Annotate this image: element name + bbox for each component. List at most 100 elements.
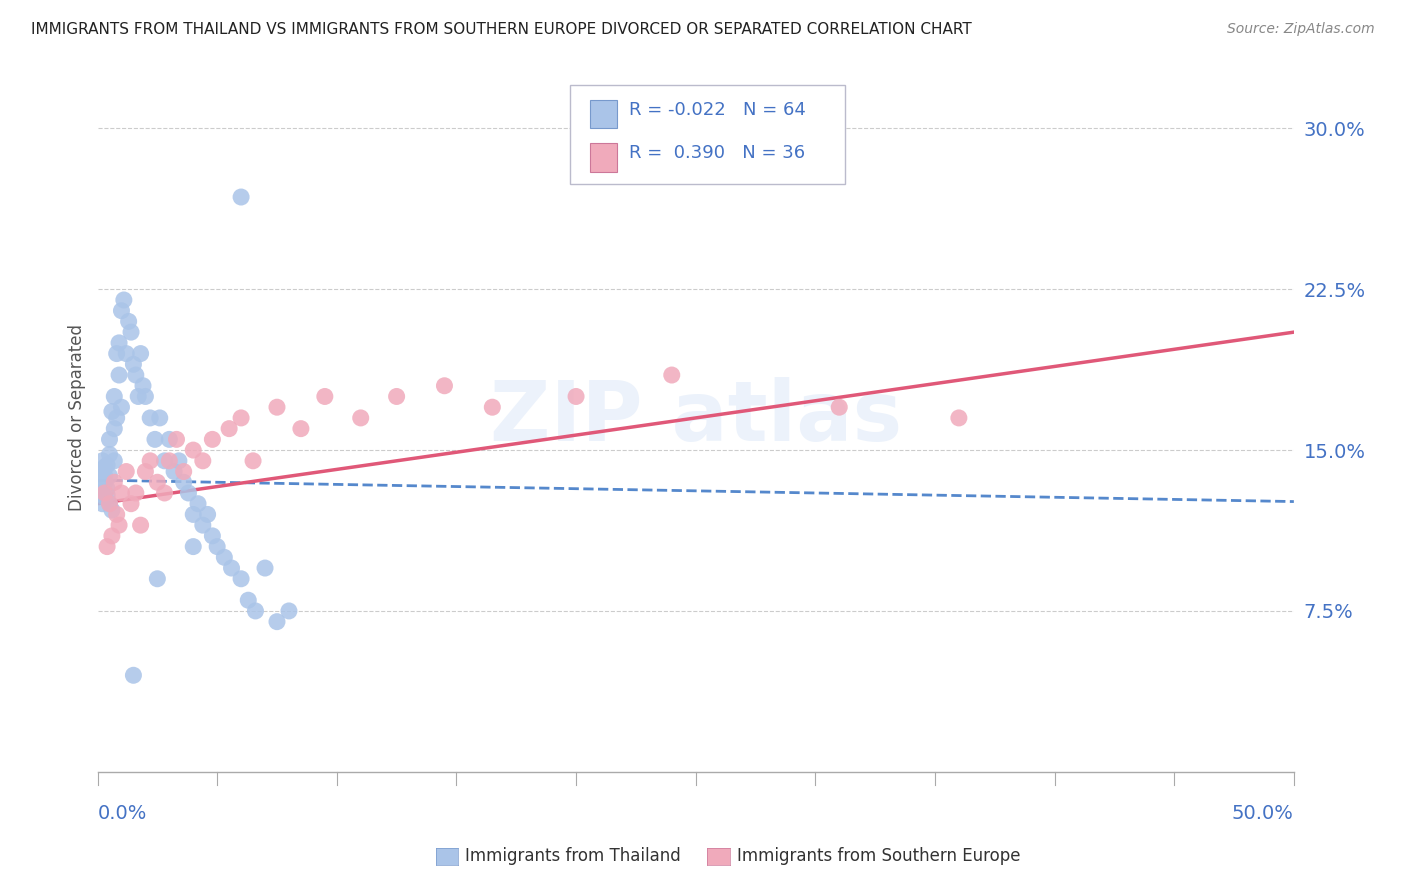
Point — [120, 497, 142, 511]
Point — [201, 529, 224, 543]
Point — [108, 518, 131, 533]
Point — [146, 475, 169, 490]
Point — [101, 503, 124, 517]
Point — [108, 335, 131, 350]
Point — [98, 497, 121, 511]
Point — [122, 357, 145, 371]
Point — [218, 422, 240, 436]
Point — [163, 465, 186, 479]
Point — [89, 475, 111, 490]
Point — [245, 604, 267, 618]
Point — [143, 433, 166, 447]
Point — [89, 486, 111, 500]
Text: Source: ZipAtlas.com: Source: ZipAtlas.com — [1227, 22, 1375, 37]
Point — [181, 508, 204, 522]
Y-axis label: Divorced or Separated: Divorced or Separated — [69, 325, 86, 511]
Point — [115, 346, 138, 360]
Point — [290, 422, 312, 436]
Point — [266, 615, 288, 629]
Point — [565, 389, 588, 403]
Point — [153, 486, 176, 500]
Point — [91, 454, 114, 468]
Point — [191, 454, 214, 468]
Point — [214, 550, 236, 565]
Point — [105, 346, 128, 360]
Point — [167, 454, 190, 468]
Point — [266, 401, 288, 415]
Point — [101, 404, 124, 418]
Point — [101, 529, 124, 543]
Point — [105, 508, 128, 522]
FancyBboxPatch shape — [591, 100, 617, 128]
FancyBboxPatch shape — [569, 86, 845, 185]
Point — [98, 433, 121, 447]
Point — [481, 401, 503, 415]
Point — [157, 454, 180, 468]
Point — [96, 488, 118, 502]
Point — [197, 508, 219, 522]
Point — [181, 540, 204, 554]
Point — [166, 433, 188, 447]
Point — [129, 346, 152, 360]
Point — [93, 490, 115, 504]
Point — [201, 433, 224, 447]
Point — [125, 368, 148, 382]
Point — [242, 454, 264, 468]
Point — [91, 497, 114, 511]
Point — [153, 454, 176, 468]
Text: IMMIGRANTS FROM THAILAND VS IMMIGRANTS FROM SOUTHERN EUROPE DIVORCED OR SEPARATE: IMMIGRANTS FROM THAILAND VS IMMIGRANTS F… — [31, 22, 972, 37]
Point — [132, 378, 155, 392]
Point — [93, 486, 115, 500]
Point — [146, 572, 169, 586]
Point — [110, 401, 132, 415]
Point — [115, 465, 138, 479]
Point — [948, 411, 970, 425]
Point — [120, 325, 142, 339]
Point — [98, 447, 121, 461]
Point — [93, 460, 115, 475]
Point — [229, 190, 252, 204]
Point — [229, 572, 252, 586]
Point — [205, 540, 228, 554]
Point — [229, 411, 252, 425]
Point — [103, 422, 125, 436]
Point — [661, 368, 683, 382]
Point — [105, 411, 128, 425]
Point — [238, 593, 260, 607]
Point — [278, 604, 301, 618]
Point — [110, 486, 132, 500]
Point — [98, 497, 121, 511]
Point — [157, 433, 180, 447]
Point — [129, 518, 152, 533]
Point — [93, 468, 115, 483]
Point — [112, 293, 135, 307]
Point — [96, 540, 118, 554]
Text: Immigrants from Southern Europe: Immigrants from Southern Europe — [737, 847, 1021, 865]
Text: ZIP atlas: ZIP atlas — [489, 377, 901, 458]
Point — [149, 411, 172, 425]
Point — [103, 454, 125, 468]
Point — [181, 443, 204, 458]
Point — [828, 401, 851, 415]
Point — [110, 303, 132, 318]
Point — [385, 389, 408, 403]
Point — [191, 518, 214, 533]
Point — [96, 482, 118, 496]
Text: Immigrants from Thailand: Immigrants from Thailand — [465, 847, 681, 865]
Point — [108, 368, 131, 382]
Text: R =  0.390   N = 36: R = 0.390 N = 36 — [628, 145, 804, 162]
Text: 50.0%: 50.0% — [1232, 804, 1294, 822]
Point — [433, 378, 456, 392]
Point — [177, 486, 200, 500]
Point — [139, 454, 162, 468]
Point — [134, 389, 156, 403]
Point — [127, 389, 149, 403]
Point — [173, 465, 195, 479]
Point — [139, 411, 162, 425]
FancyBboxPatch shape — [591, 144, 617, 171]
Point — [96, 458, 118, 472]
Point — [173, 475, 195, 490]
Point — [103, 475, 125, 490]
Point — [187, 497, 209, 511]
Point — [125, 486, 148, 500]
